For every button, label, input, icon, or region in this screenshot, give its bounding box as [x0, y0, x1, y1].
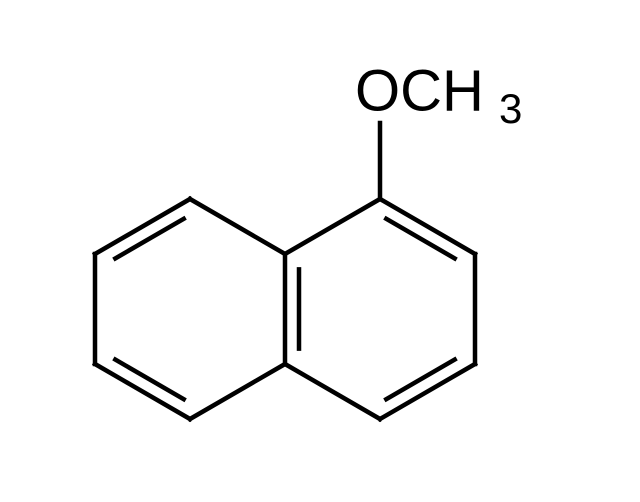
atom-label: 3 [499, 85, 522, 132]
bond [95, 364, 190, 419]
atom-label: OCH [355, 58, 484, 123]
bond [95, 199, 190, 254]
molecule-diagram: OCH 3 [0, 0, 640, 502]
bond [190, 364, 285, 419]
bond [285, 364, 380, 419]
bond [285, 199, 380, 254]
bond [380, 199, 475, 254]
bond [380, 364, 475, 419]
bond [190, 199, 285, 254]
